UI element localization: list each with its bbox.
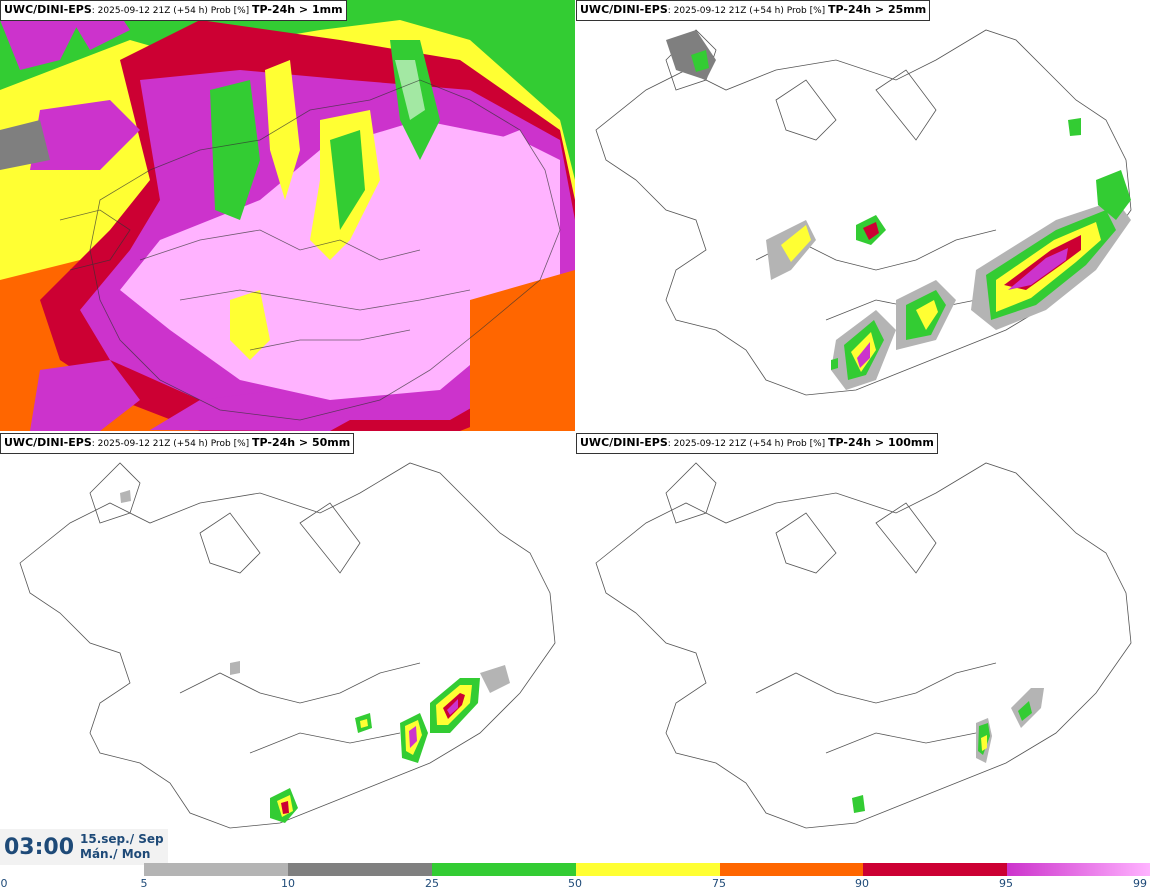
colorbar-tick-10: 10 [281, 877, 295, 890]
colorbar-segment-25-50 [432, 863, 576, 876]
run-info: : 2025-09-12 21Z (+54 h) Prob [%] [91, 439, 253, 449]
panel-title-25mm: UWC/DINI-EPS: 2025-09-12 21Z (+54 h) Pro… [576, 0, 931, 21]
valid-time-box: 03:00 15.sep./ Sep Mán./ Mon [0, 829, 168, 865]
panel-title-50mm: UWC/DINI-EPS: 2025-09-12 21Z (+54 h) Pro… [0, 433, 355, 454]
colorbar-segment-75-90 [720, 863, 863, 876]
run-info: : 2025-09-12 21Z (+54 h) Prob [%] [667, 439, 829, 449]
run-info: : 2025-09-12 21Z (+54 h) Prob [%] [667, 6, 829, 16]
colorbar-tick-0: 0 [0, 877, 8, 890]
parameter-label: TP-24h > 1mm [252, 3, 343, 16]
colorbar-tick-5: 5 [140, 877, 148, 890]
probability-map-1mm [0, 0, 575, 431]
valid-date: 15.sep./ Sep [80, 832, 164, 846]
colorbar-segment-10-25 [288, 863, 432, 876]
parameter-label: TP-24h > 100mm [828, 436, 934, 449]
valid-time: 03:00 [4, 835, 75, 860]
model-name: UWC/DINI-EPS [4, 436, 92, 449]
run-info: : 2025-09-12 21Z (+54 h) Prob [%] [91, 6, 253, 16]
colorbar-segment-90-95 [863, 863, 1007, 876]
colorbar-tick-50: 50 [568, 877, 582, 890]
probability-map-25mm [595, 29, 1132, 396]
map-panel-50mm: UWC/DINI-EPS: 2025-09-12 21Z (+54 h) Pro… [0, 433, 575, 864]
colorbar-segment-50-75 [576, 863, 720, 876]
colorbar-tick-99: 99 [1133, 877, 1147, 890]
colorbar-tick-75: 75 [712, 877, 726, 890]
probability-colorbar [144, 863, 1150, 876]
colorbar-tick-25: 25 [425, 877, 439, 890]
map-panel-1mm: UWC/DINI-EPS: 2025-09-12 21Z (+54 h) Pro… [0, 0, 575, 431]
colorbar-tick-95: 95 [999, 877, 1013, 890]
model-name: UWC/DINI-EPS [4, 3, 92, 16]
colorbar-tick-90: 90 [855, 877, 869, 890]
probability-map-50mm [19, 462, 556, 829]
panel-title-1mm: UWC/DINI-EPS: 2025-09-12 21Z (+54 h) Pro… [0, 0, 347, 21]
panel-title-100mm: UWC/DINI-EPS: 2025-09-12 21Z (+54 h) Pro… [576, 433, 938, 454]
colorbar-segment-5-10 [144, 863, 288, 876]
probability-map-100mm [595, 462, 1132, 829]
model-name: UWC/DINI-EPS [580, 3, 668, 16]
model-name: UWC/DINI-EPS [580, 436, 668, 449]
colorbar-segment-95-99 [1007, 863, 1150, 876]
map-panel-25mm: UWC/DINI-EPS: 2025-09-12 21Z (+54 h) Pro… [576, 0, 1150, 431]
parameter-label: TP-24h > 25mm [828, 3, 927, 16]
map-panel-100mm: UWC/DINI-EPS: 2025-09-12 21Z (+54 h) Pro… [576, 433, 1150, 864]
parameter-label: TP-24h > 50mm [252, 436, 351, 449]
valid-weekday: Mán./ Mon [80, 847, 151, 861]
